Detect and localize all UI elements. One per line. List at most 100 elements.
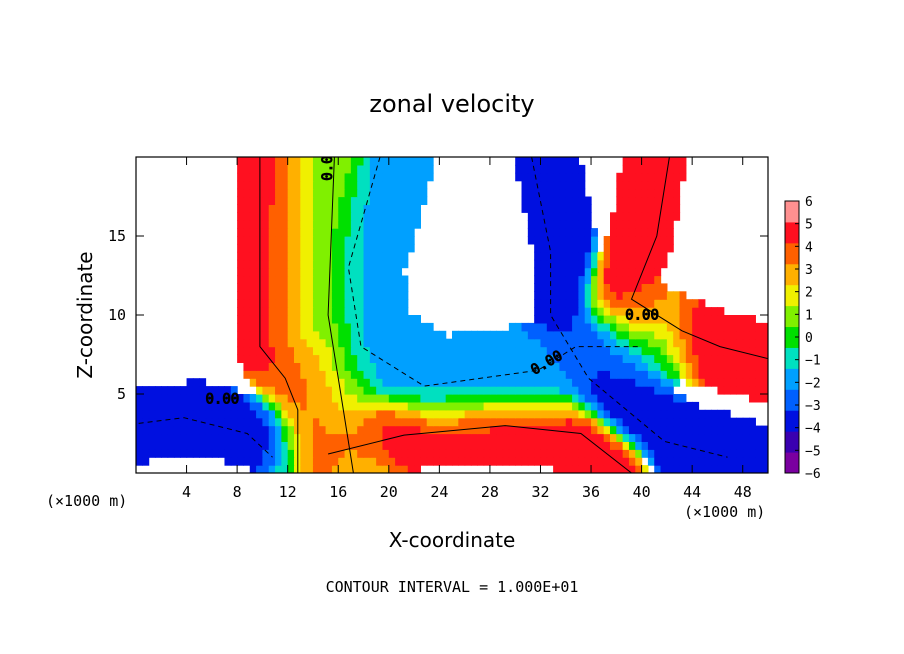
field-cell: [306, 409, 314, 419]
field-cell: [641, 322, 649, 332]
field-cell: [553, 283, 561, 292]
field-cell: [243, 409, 251, 419]
field-cell: [679, 157, 687, 166]
field-cell: [711, 346, 719, 356]
field-cell: [319, 401, 327, 411]
field-cell: [692, 346, 700, 356]
field-cell: [704, 322, 712, 332]
field-cell: [439, 346, 447, 356]
field-cell: [262, 291, 270, 300]
field-cell: [319, 449, 327, 458]
field-cell: [382, 354, 390, 363]
field-cell: [603, 394, 611, 403]
field-cell: [312, 283, 320, 292]
field-cell: [325, 378, 333, 387]
field-cell: [641, 425, 649, 435]
field-cell: [527, 394, 535, 403]
field-cell: [534, 307, 542, 316]
field-cell: [237, 157, 245, 166]
field-cell: [142, 386, 150, 395]
field-cell: [711, 378, 719, 387]
field-cell: [673, 417, 681, 427]
field-cell: [692, 401, 700, 411]
field-cell: [565, 417, 573, 427]
field-cell: [635, 465, 643, 473]
velocity-field: [136, 157, 768, 473]
field-cell: [407, 346, 415, 356]
field-cell: [704, 417, 712, 427]
field-cell: [401, 346, 409, 356]
field-cell: [742, 433, 750, 442]
field-cell: [527, 322, 535, 332]
field-cell: [578, 417, 586, 427]
field-cell: [749, 330, 756, 340]
field-cell: [654, 401, 662, 411]
field-cell: [559, 188, 567, 198]
field-cell: [426, 346, 434, 356]
field-cell: [319, 299, 327, 308]
field-cell: [237, 259, 245, 269]
field-cell: [275, 220, 282, 229]
field-cell: [572, 291, 579, 300]
field-cell: [610, 243, 617, 253]
field-cell: [369, 417, 377, 427]
field-cell: [692, 354, 700, 363]
field-cell: [553, 441, 561, 450]
field-cell: [527, 378, 535, 387]
field-cell: [534, 243, 542, 253]
field-cell: [287, 322, 295, 332]
field-cell: [635, 409, 643, 419]
field-cell: [578, 291, 586, 300]
field-cell: [534, 433, 542, 442]
field-cell: [363, 433, 371, 442]
field-cell: [338, 283, 346, 292]
field-cell: [230, 401, 238, 411]
field-cell: [281, 315, 289, 324]
field-cell: [666, 362, 674, 371]
field-cell: [521, 401, 529, 411]
field-cell: [395, 425, 403, 435]
field-cell: [628, 196, 636, 205]
field-cell: [578, 283, 586, 292]
field-cell: [344, 236, 352, 245]
field-cell: [755, 394, 763, 403]
field-cell: [546, 315, 554, 324]
field-cell: [319, 172, 327, 182]
field-cell: [224, 425, 232, 435]
field-cell: [401, 299, 409, 308]
field-cell: [641, 283, 649, 292]
field-cell: [464, 346, 472, 356]
field-cell: [319, 243, 327, 253]
field-cell: [401, 291, 409, 300]
field-cell: [306, 243, 314, 253]
field-cell: [306, 157, 314, 166]
field-cell: [464, 394, 472, 403]
field-cell: [489, 409, 497, 419]
field-cell: [616, 188, 624, 198]
field-cell: [376, 275, 384, 284]
field-cell: [331, 449, 339, 458]
field-cell: [237, 433, 245, 442]
field-cell: [546, 409, 554, 419]
field-cell: [610, 228, 617, 237]
field-cell: [546, 433, 554, 442]
field-cell: [591, 394, 598, 403]
field-cell: [508, 401, 516, 411]
field-cell: [287, 409, 295, 419]
field-cell: [477, 330, 485, 340]
field-cell: [439, 330, 447, 340]
field-cell: [319, 330, 327, 340]
field-cell: [192, 378, 200, 387]
field-cell: [717, 409, 725, 419]
field-cell: [464, 417, 472, 427]
field-cell: [641, 433, 649, 442]
field-cell: [439, 370, 447, 379]
field-cell: [275, 457, 282, 466]
field-cell: [628, 362, 636, 371]
field-cell: [268, 322, 276, 332]
field-cell: [654, 457, 662, 466]
field-cell: [565, 172, 573, 182]
field-cell: [761, 362, 768, 371]
field-cell: [559, 259, 567, 269]
field-cell: [534, 157, 542, 166]
